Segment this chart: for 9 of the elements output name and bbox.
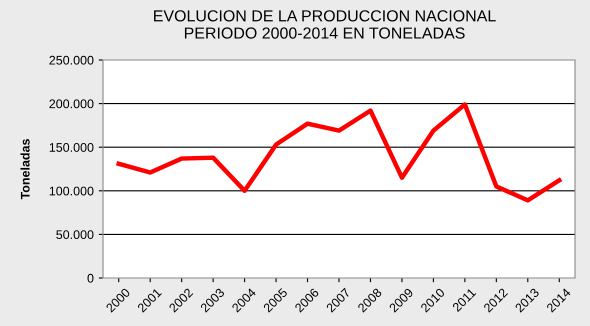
y-tick-label: 100.000 bbox=[50, 186, 94, 196]
y-tick-label: 50.000 bbox=[56, 230, 94, 240]
y-tick-label: 250.000 bbox=[49, 56, 94, 65]
chart-title: EVOLUCION DE LA PRODUCCION NACIONAL PERIODO 2000-2014 EN TONELADAS bbox=[154, 10, 496, 39]
y-tick-label: 150.000 bbox=[50, 143, 94, 152]
y-tick-label: 200.000 bbox=[49, 99, 94, 108]
y-axis-title: Toneladas bbox=[20, 139, 30, 200]
line-series bbox=[116, 102, 562, 203]
y-tick-label: 0 bbox=[88, 274, 94, 283]
